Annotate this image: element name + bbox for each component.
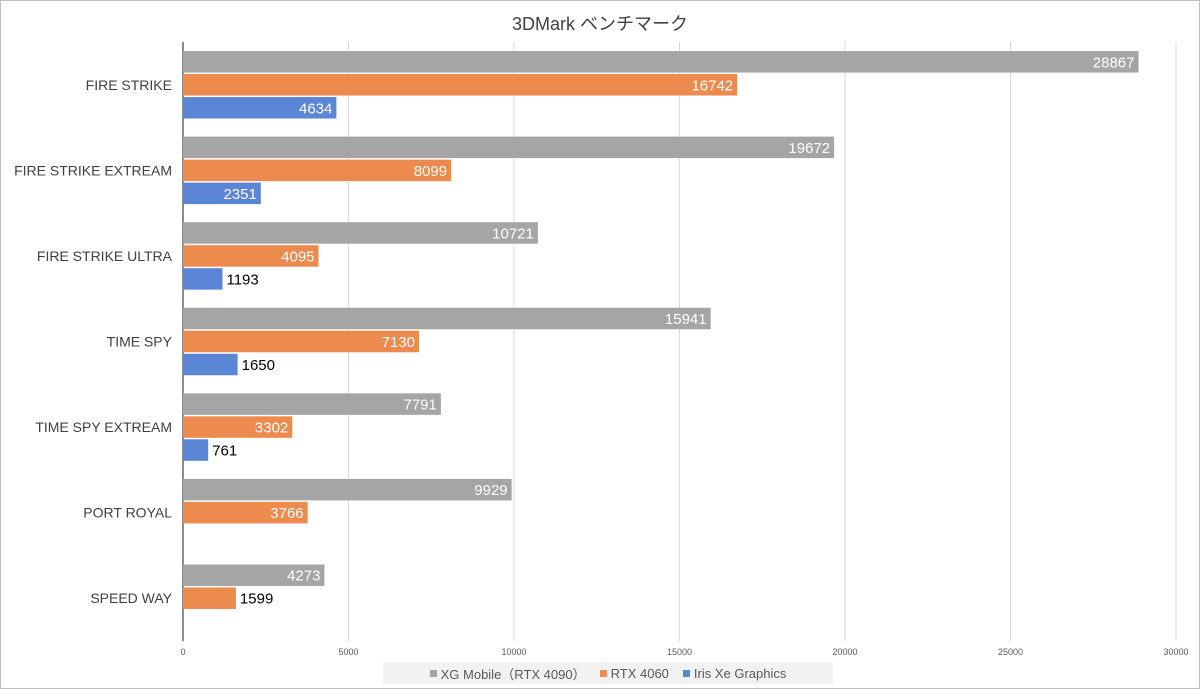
bar <box>183 330 420 353</box>
bar <box>183 501 308 524</box>
data-label: 4273 <box>287 568 320 585</box>
bar <box>183 478 512 501</box>
legend-swatch-xg-mobile <box>429 669 437 677</box>
bar <box>183 564 325 586</box>
data-label: 1193 <box>226 271 258 288</box>
category-label: TIME SPY <box>107 334 173 350</box>
x-tick-label: 30000 <box>1163 647 1188 657</box>
data-label: 1650 <box>242 357 275 374</box>
legend-item-xg-mobile: XG Mobile（RTX 4090） <box>429 664 586 683</box>
legend-label-iris-xe: Iris Xe Graphics <box>693 665 787 681</box>
bar <box>183 587 236 609</box>
bar <box>183 268 223 290</box>
data-label: 4634 <box>299 100 332 117</box>
bar <box>183 416 293 438</box>
data-label: 8099 <box>414 163 447 180</box>
bar <box>183 353 238 376</box>
bar <box>183 159 452 182</box>
data-label: 2351 <box>223 186 256 203</box>
bar <box>183 222 538 244</box>
bar <box>183 307 711 330</box>
data-label: 19672 <box>788 140 830 157</box>
x-tick-label: 0 <box>180 647 185 657</box>
bar <box>183 136 835 159</box>
category-label: FIRE STRIKE ULTRA <box>37 248 173 264</box>
x-tick-label: 15000 <box>667 647 692 657</box>
x-tick-label: 5000 <box>338 647 358 657</box>
x-tick-label: 10000 <box>501 647 526 657</box>
data-label: 3766 <box>270 505 303 522</box>
category-label: FIRE STRIKE EXTREAM <box>14 162 172 178</box>
data-label: 761 <box>212 443 237 460</box>
data-label: 7791 <box>404 397 437 414</box>
category-label: PORT ROYAL <box>83 505 172 521</box>
data-label: 3302 <box>255 420 288 437</box>
data-label: 7130 <box>382 334 415 351</box>
data-label: 1599 <box>240 591 273 608</box>
chart-title: 3DMark ベンチマーク <box>511 14 688 34</box>
data-label: 9929 <box>474 482 507 499</box>
bar <box>183 97 337 119</box>
bar <box>183 74 738 96</box>
legend-label-rtx-4060: RTX 4060 <box>610 665 669 681</box>
data-label: 28867 <box>1093 54 1135 71</box>
legend-label-xg-mobile: XG Mobile（RTX 4090） <box>440 666 586 682</box>
legend-item-rtx-4060: RTX 4060 <box>599 665 669 681</box>
data-label: 16742 <box>691 77 733 94</box>
bar <box>183 439 209 461</box>
data-label: 4095 <box>281 248 314 265</box>
x-tick-label: 25000 <box>998 647 1023 657</box>
legend-swatch-iris-xe <box>682 669 690 677</box>
legend-item-iris-xe: Iris Xe Graphics <box>682 665 787 681</box>
bar <box>183 182 261 205</box>
data-label: 10721 <box>492 225 534 242</box>
category-label: SPEED WAY <box>90 590 172 606</box>
category-label: FIRE STRIKE <box>86 77 172 93</box>
bar <box>183 393 441 415</box>
data-label: 15941 <box>665 311 707 328</box>
chart-legend: XG Mobile（RTX 4090） RTX 4060 Iris Xe Gra… <box>383 662 833 684</box>
bar <box>183 245 319 267</box>
x-tick-label: 20000 <box>832 647 857 657</box>
legend-swatch-rtx-4060 <box>599 669 607 677</box>
bar <box>183 51 1139 73</box>
category-label: TIME SPY EXTREAM <box>35 419 172 435</box>
